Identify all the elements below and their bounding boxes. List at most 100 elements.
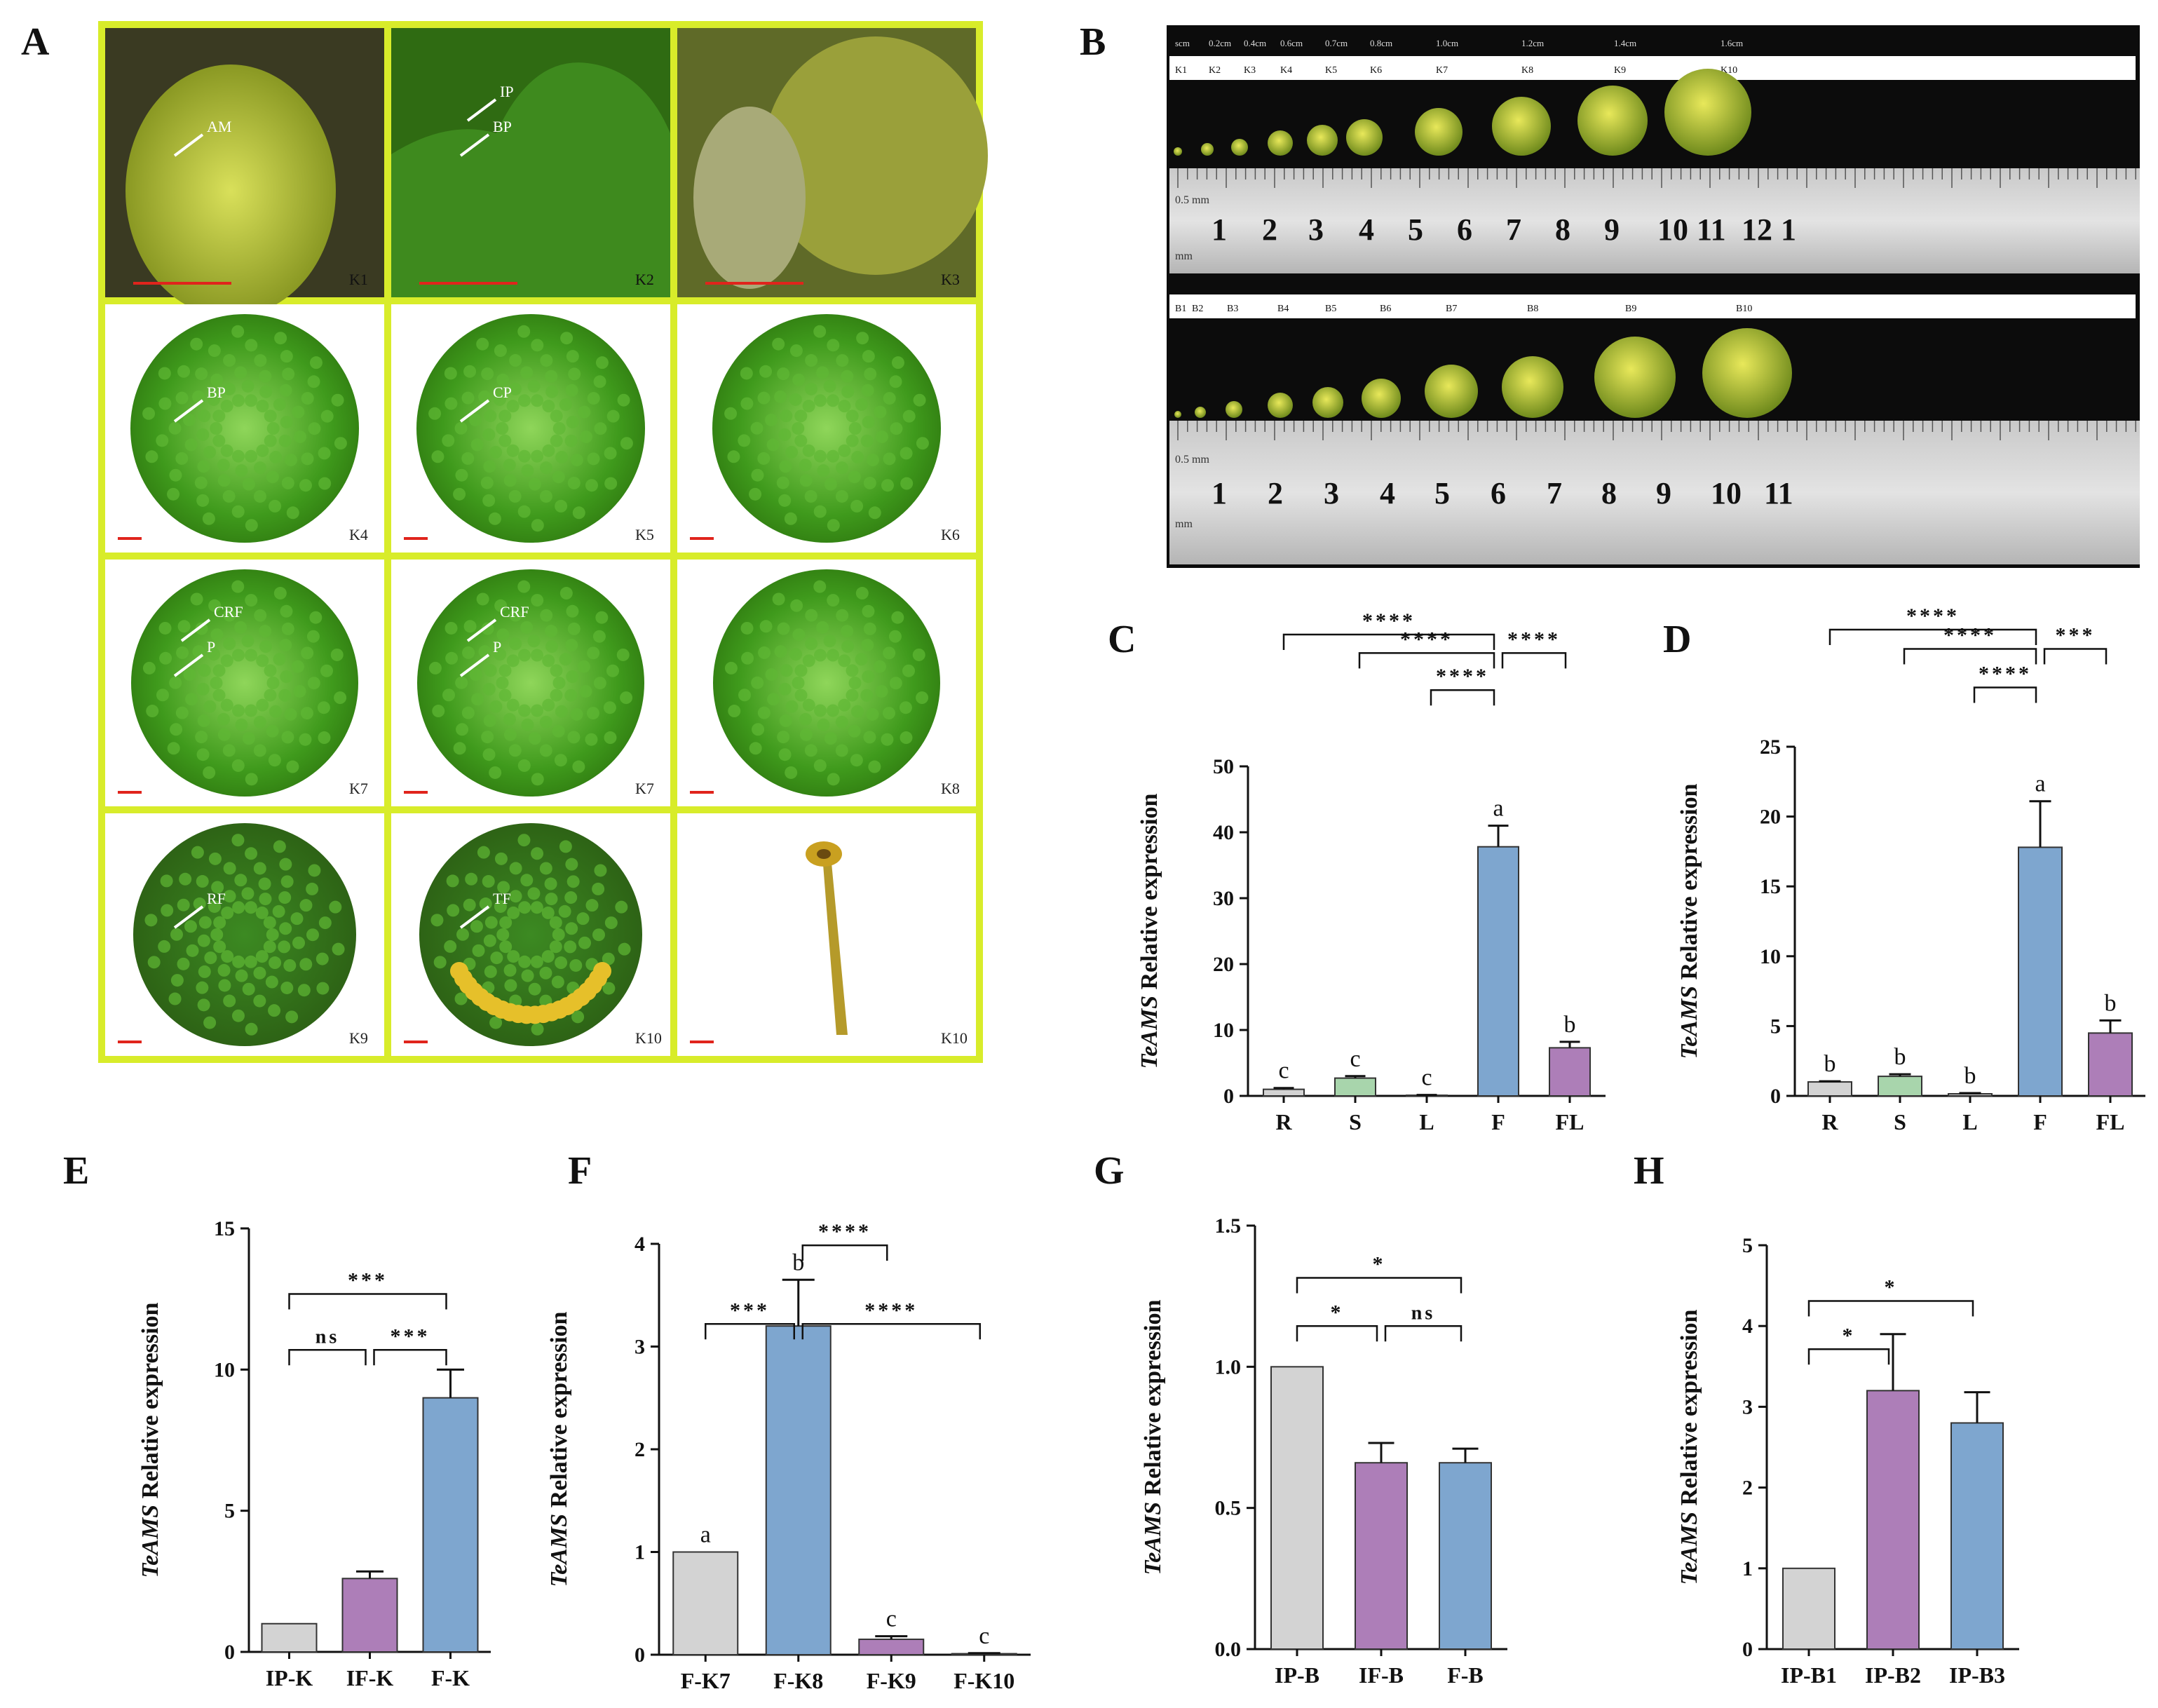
annotation-arrow: [459, 905, 490, 929]
floret-dot: [454, 421, 468, 435]
floret-dot: [231, 834, 245, 847]
floret-dot: [299, 958, 313, 971]
floret-dot: [264, 409, 277, 423]
floret-dot: [212, 409, 226, 423]
floret-dot: [264, 664, 277, 677]
y-tick-label: 20: [1760, 806, 1781, 829]
floret-dot: [805, 354, 818, 367]
floret-dot: [778, 494, 792, 507]
floret-dot: [531, 519, 544, 532]
floret-dot: [191, 846, 204, 859]
floret-dot: [235, 969, 248, 982]
x-tick-label: FL: [1556, 1109, 1584, 1134]
floret-dot: [266, 724, 279, 738]
significance-letter: c: [979, 1623, 989, 1649]
floret-dot: [823, 635, 836, 648]
ruler-number-bottom: 9: [1656, 476, 1671, 510]
floret-dot: [195, 731, 208, 744]
floret-dot: [531, 394, 544, 407]
floret-dot: [198, 664, 211, 677]
stage-label-bottom: B10: [1736, 304, 1752, 314]
panel-a-photo-grid: K1 AM K2 BP IP K3 K4 BP K5 CP K6 K7 P CRF K7 P CRF K8 K9 RF…: [98, 21, 988, 1063]
floret-dot: [273, 398, 286, 412]
significance-label: *: [1331, 1301, 1344, 1324]
panel-letters: A B C D E F G H: [21, 20, 1691, 1193]
floret-dot: [521, 464, 534, 477]
floret-dot: [555, 705, 568, 718]
floret-dot: [570, 454, 583, 467]
floret-dot: [223, 382, 236, 395]
significance-label: ****: [1906, 604, 1960, 628]
significance-letter: b: [1564, 1012, 1576, 1038]
floret-dot: [442, 434, 455, 447]
floret-dot: [301, 452, 314, 466]
floret-dot: [784, 512, 797, 525]
floret-dot: [850, 705, 864, 718]
floret-dot: [586, 707, 599, 720]
y-tick-label: 15: [214, 1217, 235, 1240]
floret-dot: [863, 622, 876, 635]
floret-dot: [499, 940, 513, 954]
floret-dot: [499, 916, 513, 929]
stage-label-top: K6: [1370, 65, 1382, 76]
floret-dot: [476, 592, 489, 606]
floret-dot: [564, 689, 578, 702]
floret-dot: [603, 701, 616, 714]
capitulum-shape: [416, 314, 645, 543]
capitulum-shape: [130, 314, 359, 543]
ruler-number-bottom: 10: [1711, 476, 1742, 510]
floret-dot: [196, 875, 209, 888]
y-tick-label: 0: [224, 1641, 235, 1664]
size-label: 1.4cm: [1614, 38, 1636, 48]
floret-dot: [860, 434, 874, 447]
floret-dot: [445, 397, 458, 410]
floret-dot: [587, 646, 600, 660]
floret-dot: [862, 350, 875, 363]
floret-dot: [777, 731, 790, 744]
scale-bar: [118, 537, 142, 540]
y-tick-label: 10: [214, 1358, 235, 1381]
floret-dot: [299, 733, 312, 746]
significance-bracket: [1807, 1300, 1974, 1317]
x-tick-label: IP-B3: [1949, 1662, 2005, 1688]
panel-b-bud-photo: scm 0.2cm 0.4cm 0.6cm 0.7cm 0.8cm 1.0cm 1.2cm 1.…: [1167, 25, 2140, 568]
significance-label: ***: [348, 1269, 388, 1292]
floret-dot: [592, 630, 606, 643]
floret-dot: [759, 620, 773, 633]
floret-dot: [572, 760, 585, 773]
floret-dot: [585, 479, 598, 492]
floret-stalk: [822, 855, 848, 1035]
floret-dot: [465, 872, 478, 886]
capitulum-shape: [712, 314, 941, 543]
floret-dot: [256, 444, 269, 457]
annotation-label: RF: [207, 890, 226, 907]
floret-dot: [620, 437, 633, 450]
floret-dot: [146, 705, 159, 718]
y-tick-label: 2: [1742, 1477, 1753, 1500]
floret-dot: [253, 966, 266, 980]
floret-dot: [604, 477, 618, 490]
floret-dot: [223, 637, 236, 651]
floret-dot: [158, 367, 171, 380]
floret-dot: [541, 950, 555, 963]
y-tick-label: 10: [1213, 1019, 1234, 1042]
floret-dot: [320, 664, 333, 677]
floret-dot: [528, 477, 541, 491]
floret-dot: [308, 864, 321, 877]
floret-dot: [565, 922, 578, 935]
bud-bottom: [1594, 337, 1676, 418]
floret-dot: [245, 847, 258, 860]
y-tick-label: 3: [634, 1336, 645, 1359]
floret-dot: [509, 354, 522, 367]
size-label: 1.2cm: [1521, 38, 1544, 48]
floret-dot: [606, 409, 620, 423]
floret-dot: [555, 451, 569, 464]
floret-dot: [482, 428, 496, 441]
floret-dot: [789, 648, 803, 661]
stage-label-bottom: B8: [1527, 304, 1538, 314]
floret-dot: [604, 447, 617, 460]
ruler-number-bottom: 8: [1601, 476, 1617, 510]
floret-dot: [497, 881, 510, 894]
size-label: 0.6cm: [1280, 38, 1303, 48]
floret-dot: [245, 594, 258, 607]
